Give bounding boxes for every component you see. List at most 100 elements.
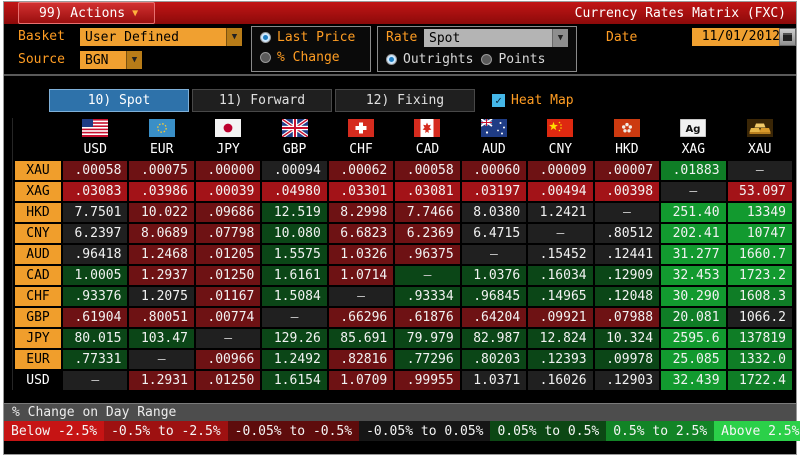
cell-eur-hkd[interactable]: .09978 <box>594 350 660 369</box>
cell-cny-cad[interactable]: 6.2369 <box>395 224 460 243</box>
cell-cad-cny[interactable]: .16034 <box>528 266 593 285</box>
cell-aud-cad[interactable]: .96375 <box>395 245 460 264</box>
cell-jpy-jpy[interactable]: – <box>195 329 261 348</box>
cell-gbp-cad[interactable]: .61876 <box>395 308 460 327</box>
cell-aud-hkd[interactable]: .12441 <box>594 245 660 264</box>
cell-cny-usd[interactable]: 6.2397 <box>63 224 128 243</box>
row-label-xag[interactable]: XAG <box>15 182 61 201</box>
cell-xau-xag[interactable]: .01883 <box>661 161 726 180</box>
cell-gbp-cny[interactable]: .09921 <box>528 308 593 327</box>
cell-eur-usd[interactable]: .77331 <box>63 350 128 369</box>
cell-usd-cny[interactable]: .16026 <box>528 371 593 390</box>
cell-xag-xag[interactable]: – <box>661 182 726 201</box>
cell-chf-gbp[interactable]: 1.5084 <box>262 287 327 306</box>
cell-usd-cad[interactable]: .99955 <box>395 371 460 390</box>
cell-hkd-usd[interactable]: 7.7501 <box>63 203 128 222</box>
cell-xag-eur[interactable]: .03986 <box>129 182 194 201</box>
heatmap-checkbox[interactable]: ✓ <box>492 94 505 107</box>
cell-jpy-cad[interactable]: 79.979 <box>395 329 460 348</box>
cell-jpy-cny[interactable]: 12.824 <box>528 329 593 348</box>
heatmap-toggle[interactable]: ✓ Heat Map <box>492 93 574 108</box>
cell-cny-eur[interactable]: 8.0689 <box>129 224 194 243</box>
row-label-cny[interactable]: CNY <box>15 224 61 243</box>
cell-hkd-chf[interactable]: 8.2998 <box>328 203 394 222</box>
cell-cny-gbp[interactable]: 10.080 <box>262 224 327 243</box>
cell-usd-jpy[interactable]: .01250 <box>195 371 261 390</box>
cell-xau-hkd[interactable]: .00007 <box>594 161 660 180</box>
row-label-hkd[interactable]: HKD <box>15 203 61 222</box>
cell-chf-jpy[interactable]: .01167 <box>195 287 261 306</box>
row-label-usd[interactable]: USD <box>26 373 50 388</box>
cell-aud-gbp[interactable]: 1.5575 <box>262 245 327 264</box>
cell-cny-aud[interactable]: 6.4715 <box>461 224 527 243</box>
row-label-chf[interactable]: CHF <box>15 287 61 306</box>
cell-hkd-xag[interactable]: 251.40 <box>661 203 726 222</box>
cell-gbp-xau[interactable]: 1066.2 <box>727 308 792 327</box>
chevron-down-icon[interactable]: ▼ <box>226 28 242 46</box>
tab-fixing[interactable]: 12) Fixing <box>335 89 475 112</box>
cell-hkd-cad[interactable]: 7.7466 <box>395 203 460 222</box>
chevron-down-icon[interactable]: ▼ <box>126 51 142 69</box>
cell-cny-jpy[interactable]: .07798 <box>195 224 261 243</box>
cell-eur-aud[interactable]: .80203 <box>461 350 527 369</box>
cell-chf-chf[interactable]: – <box>328 287 394 306</box>
change-radio[interactable]: % Change <box>252 47 370 67</box>
cell-chf-cny[interactable]: .14965 <box>528 287 593 306</box>
row-label-gbp[interactable]: GBP <box>15 308 61 327</box>
cell-xag-jpy[interactable]: .00039 <box>195 182 261 201</box>
cell-xag-cny[interactable]: .00494 <box>528 182 593 201</box>
tab-forward[interactable]: 11) Forward <box>192 89 332 112</box>
row-label-cad[interactable]: CAD <box>15 266 61 285</box>
cell-xau-xau[interactable]: – <box>727 161 792 180</box>
cell-cad-eur[interactable]: 1.2937 <box>129 266 194 285</box>
cell-eur-xau[interactable]: 1332.0 <box>727 350 792 369</box>
cell-cad-jpy[interactable]: .01250 <box>195 266 261 285</box>
points-radio[interactable]: Points <box>473 49 545 69</box>
cell-xau-aud[interactable]: .00060 <box>461 161 527 180</box>
cell-jpy-hkd[interactable]: 10.324 <box>594 329 660 348</box>
cell-cny-xag[interactable]: 202.41 <box>661 224 726 243</box>
row-label-eur[interactable]: EUR <box>15 350 61 369</box>
cell-cny-hkd[interactable]: .80512 <box>594 224 660 243</box>
cell-eur-eur[interactable]: – <box>129 350 194 369</box>
cell-jpy-xag[interactable]: 2595.6 <box>661 329 726 348</box>
cell-usd-eur[interactable]: 1.2931 <box>129 371 194 390</box>
cell-xag-gbp[interactable]: .04980 <box>262 182 327 201</box>
cell-gbp-aud[interactable]: .64204 <box>461 308 527 327</box>
cell-hkd-gbp[interactable]: 12.519 <box>262 203 327 222</box>
cell-jpy-usd[interactable]: 80.015 <box>63 329 128 348</box>
cell-hkd-eur[interactable]: 10.022 <box>129 203 194 222</box>
cell-chf-xau[interactable]: 1608.3 <box>727 287 792 306</box>
cell-usd-usd[interactable]: – <box>63 371 128 390</box>
cell-xag-hkd[interactable]: .00398 <box>594 182 660 201</box>
cell-cad-cad[interactable]: – <box>395 266 460 285</box>
cell-usd-gbp[interactable]: 1.6154 <box>262 371 327 390</box>
cell-gbp-eur[interactable]: .80051 <box>129 308 194 327</box>
calendar-button[interactable] <box>779 28 796 46</box>
cell-xag-cad[interactable]: .03081 <box>395 182 460 201</box>
cell-chf-aud[interactable]: .96845 <box>461 287 527 306</box>
cell-usd-aud[interactable]: 1.0371 <box>461 371 527 390</box>
source-select[interactable]: BGN ▼ <box>80 51 142 69</box>
cell-usd-xag[interactable]: 32.439 <box>661 371 726 390</box>
cell-aud-cny[interactable]: .15452 <box>528 245 593 264</box>
cell-chf-usd[interactable]: .93376 <box>63 287 128 306</box>
cell-hkd-xau[interactable]: 13349 <box>727 203 792 222</box>
cell-aud-xag[interactable]: 31.277 <box>661 245 726 264</box>
cell-eur-gbp[interactable]: 1.2492 <box>262 350 327 369</box>
cell-gbp-hkd[interactable]: .07988 <box>594 308 660 327</box>
cell-usd-chf[interactable]: 1.0709 <box>328 371 394 390</box>
cell-cad-chf[interactable]: 1.0714 <box>328 266 394 285</box>
basket-select[interactable]: User Defined ▼ <box>80 28 242 46</box>
cell-aud-jpy[interactable]: .01205 <box>195 245 261 264</box>
cell-chf-xag[interactable]: 30.290 <box>661 287 726 306</box>
cell-gbp-chf[interactable]: .66296 <box>328 308 394 327</box>
cell-cny-cny[interactable]: – <box>528 224 593 243</box>
cell-jpy-xau[interactable]: 137819 <box>727 329 792 348</box>
cell-eur-jpy[interactable]: .00966 <box>195 350 261 369</box>
cell-aud-xau[interactable]: 1660.7 <box>727 245 792 264</box>
cell-cad-xau[interactable]: 1723.2 <box>727 266 792 285</box>
actions-button[interactable]: 99) Actions ▼ <box>18 2 156 24</box>
cell-hkd-hkd[interactable]: – <box>594 203 660 222</box>
row-label-jpy[interactable]: JPY <box>15 329 61 348</box>
